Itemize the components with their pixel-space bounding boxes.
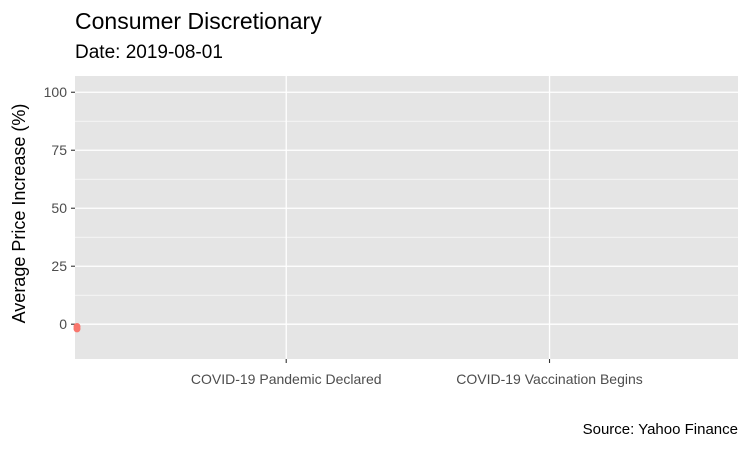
plot-panel <box>75 76 738 359</box>
y-tick-label: 75 <box>51 142 67 158</box>
major-gridlines <box>75 76 738 359</box>
y-tick-label: 100 <box>44 84 68 100</box>
x-tick-label: COVID-19 Vaccination Begins <box>456 371 643 387</box>
x-axis: COVID-19 Pandemic Declared COVID-19 Vacci… <box>191 359 643 387</box>
y-axis-label: Average Price Increase (%) <box>9 104 29 324</box>
data-points <box>73 323 81 333</box>
chart-title: Consumer Discretionary <box>75 8 322 34</box>
chart-subtitle: Date: 2019-08-01 <box>75 42 223 63</box>
x-tick-label: COVID-19 Pandemic Declared <box>191 371 382 387</box>
y-tick-label: 50 <box>51 200 67 216</box>
data-point <box>73 325 81 333</box>
minor-gridlines <box>75 120 738 296</box>
y-tick-label: 25 <box>51 258 67 274</box>
y-axis: 0 25 50 75 100 <box>44 84 75 332</box>
source-caption: Source: Yahoo Finance <box>582 421 738 438</box>
y-tick-label: 0 <box>59 316 67 332</box>
